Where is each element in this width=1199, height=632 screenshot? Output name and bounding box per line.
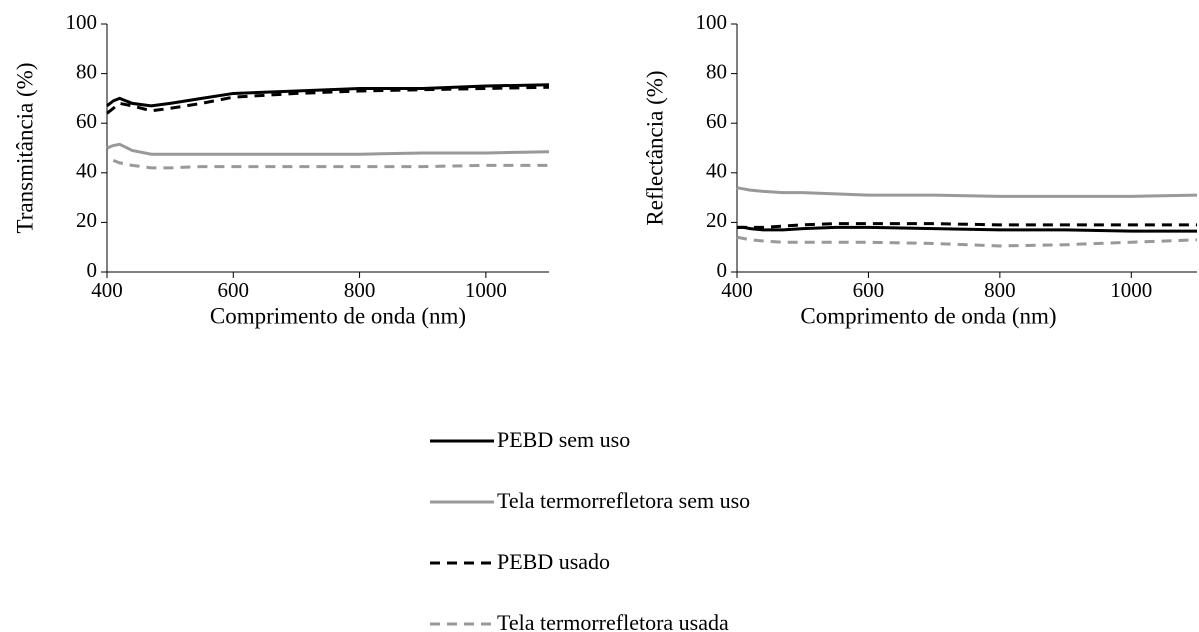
y-tick-label: 20 [706,208,727,232]
y-tick-label: 60 [706,109,727,133]
data-line [106,142,550,156]
data-line [106,83,550,108]
data-line [736,186,1198,198]
data-line [736,235,1198,248]
y-tick-label: 0 [717,258,728,282]
y-tick-label: 20 [76,208,97,232]
x-tick-label: 600 [218,278,250,302]
data-line [737,222,1197,229]
y-axis-label: Reflectância (%) [642,70,667,225]
x-tick-label: 600 [853,278,885,302]
data-line [112,159,549,170]
x-tick-label: 1000 [465,278,507,302]
y-tick-label: 40 [76,159,97,183]
y-tick-label: 60 [76,109,97,133]
legend-label: PEBD usado [497,549,610,574]
data-line [737,225,1197,233]
x-tick-label: 400 [91,278,123,302]
y-axis-label: Transmitância (%) [12,63,37,234]
x-tick-label: 1000 [1110,278,1152,302]
legend-label: PEBD sem uso [497,427,630,452]
x-tick-label: 800 [344,278,376,302]
y-tick-label: 80 [706,59,727,83]
y-tick-label: 40 [706,159,727,183]
legend-label: Tela termorrefletora sem uso [497,488,750,513]
legend-label: Tela termorrefletora usada [497,610,729,632]
y-tick-label: 80 [76,59,97,83]
y-tick-label: 0 [87,258,98,282]
x-axis-label: Comprimento de onda (nm) [800,303,1056,328]
x-axis-label: Comprimento de onda (nm) [210,303,466,328]
x-tick-label: 400 [721,278,753,302]
x-tick-label: 800 [984,278,1016,302]
y-tick-label: 100 [66,10,98,34]
y-tick-label: 100 [696,10,728,34]
data-line [106,85,550,115]
